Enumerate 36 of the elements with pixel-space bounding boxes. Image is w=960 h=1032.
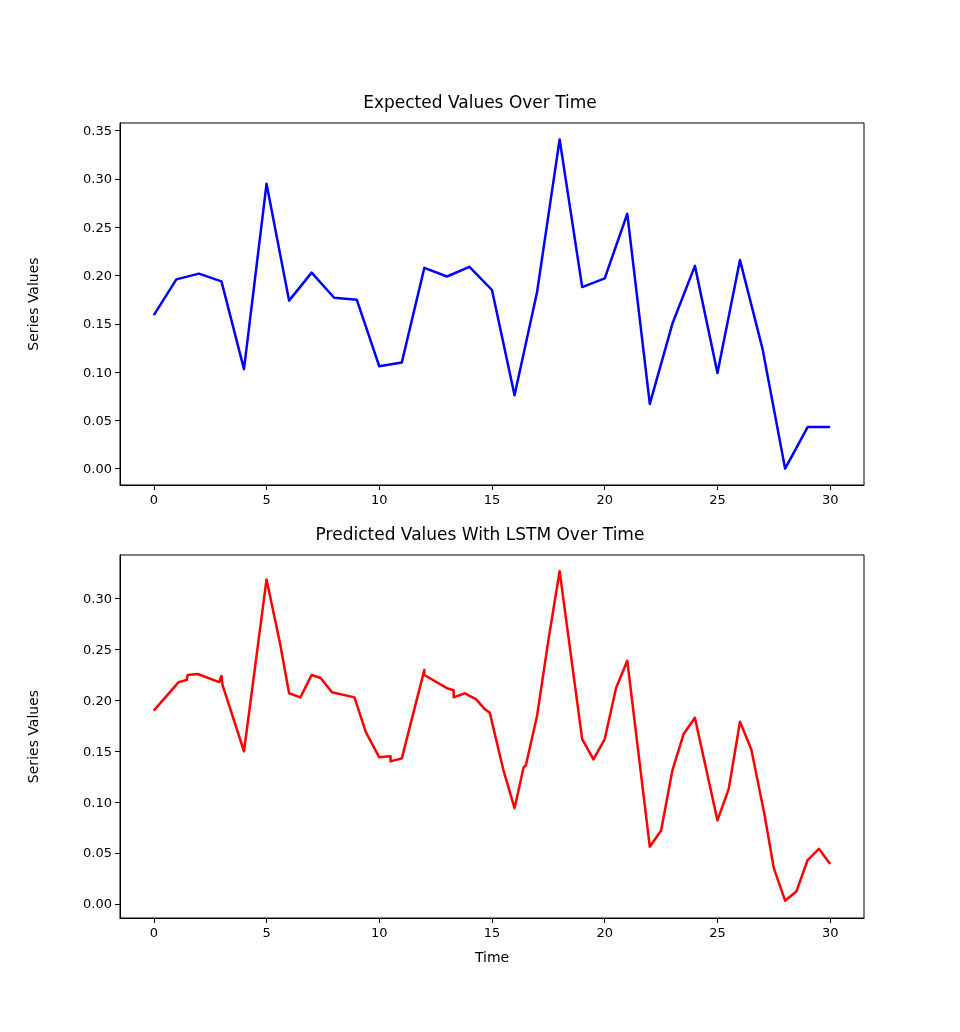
- y-axis-title: Series Values: [25, 257, 41, 351]
- x-tick-label: 5: [262, 925, 271, 940]
- x-tick-label: 10: [371, 492, 388, 507]
- y-tick-label: 0.15: [83, 743, 112, 759]
- y-tick-label: 0.25: [83, 219, 112, 235]
- x-tick-label: 20: [596, 492, 613, 507]
- x-tick-label: 5: [262, 492, 271, 507]
- y-tick-label: 0.10: [83, 794, 112, 810]
- y-tick-label: 0.20: [83, 692, 112, 708]
- x-tick-label: 30: [821, 925, 839, 940]
- x-tick-label: 30: [821, 492, 839, 507]
- x-tick-label: 0: [149, 925, 158, 940]
- line-series: [152, 138, 832, 470]
- y-tick-label: 0.05: [83, 412, 112, 428]
- y-tick-label: 0.25: [83, 642, 112, 658]
- x-tick-label: 20: [596, 925, 613, 940]
- y-tick-label: 0.00: [83, 461, 112, 477]
- y-tick-label: 0.05: [83, 845, 112, 861]
- y-axis-title: Series Values: [25, 689, 41, 784]
- chart-title: Predicted Values With LSTM Over Time: [315, 523, 645, 544]
- x-tick-label: 15: [483, 925, 501, 940]
- y-tick-label: 0.20: [83, 268, 112, 284]
- x-tick-label: 25: [709, 925, 726, 940]
- y-tick-label: 0.30: [83, 591, 112, 607]
- y-tick-label: 0.00: [83, 896, 112, 912]
- x-tick-label: 15: [483, 492, 501, 507]
- y-tick-label: 0.35: [83, 123, 112, 139]
- y-tick-label: 0.10: [83, 364, 112, 380]
- y-tick-label: 0.30: [83, 171, 112, 187]
- chart-title: Expected Values Over Time: [363, 91, 597, 112]
- x-axis-title: Time: [473, 949, 510, 965]
- x-tick-label: 0: [149, 492, 158, 507]
- y-tick-label: 0.15: [83, 316, 112, 332]
- line-series: [152, 570, 832, 902]
- x-tick-label: 25: [709, 492, 726, 507]
- x-tick-label: 10: [371, 925, 388, 940]
